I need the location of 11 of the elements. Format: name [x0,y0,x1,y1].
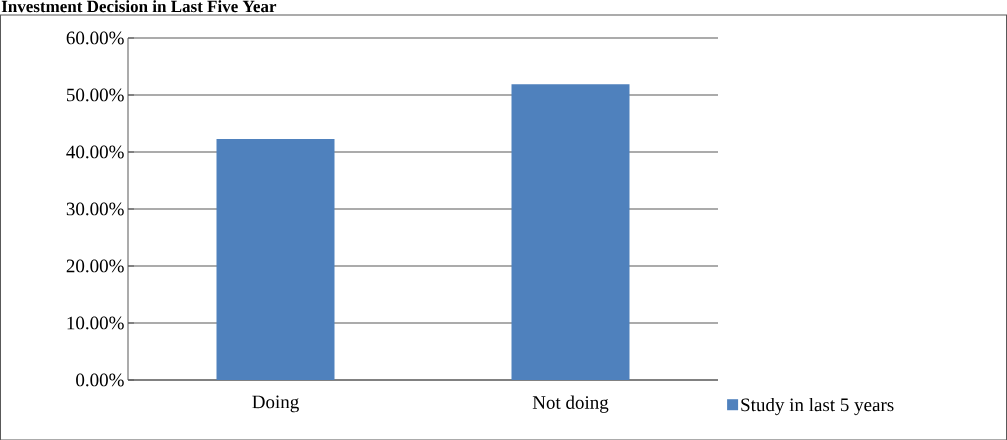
y-tick-label: 40.00% [66,145,124,159]
y-tick-label: 30.00% [66,202,124,216]
y-tick-label: 0.00% [76,373,124,387]
y-tick-label: 50.00% [66,88,124,102]
y-tick-label: 20.00% [66,259,124,273]
legend-label: Study in last 5 years [741,397,894,416]
chart-title: Investment Decision in Last Five Year [1,0,277,13]
x-tick-label: Not doing [532,395,609,413]
y-tick-label: 10.00% [67,316,124,330]
y-tick-label: 60.00% [66,31,124,45]
x-tick-label: Doing [252,395,299,413]
